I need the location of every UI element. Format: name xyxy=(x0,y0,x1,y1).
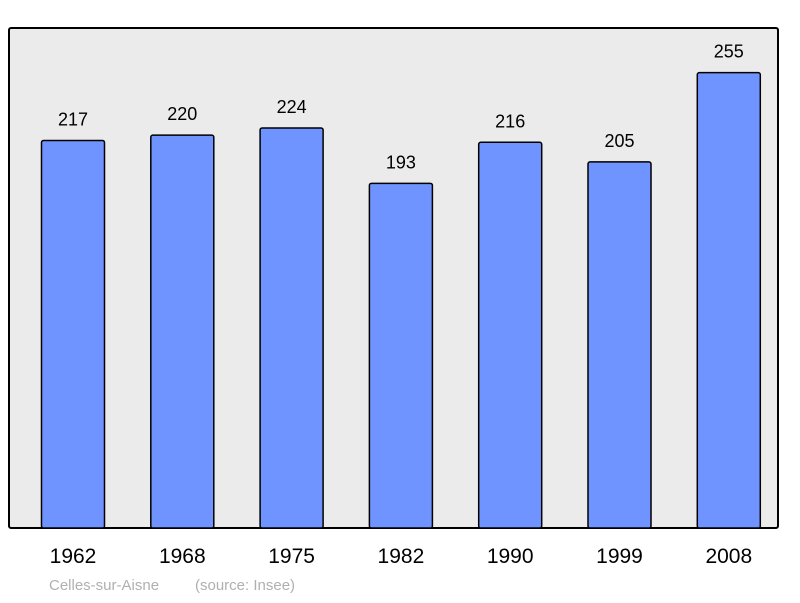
bar-1968 xyxy=(150,134,215,529)
data-label-1982: 193 xyxy=(386,152,416,172)
x-tick-label-1982: 1982 xyxy=(378,545,425,568)
data-label-1962: 217 xyxy=(58,110,88,130)
x-tick-label-1962: 1962 xyxy=(50,545,97,568)
x-tick-label-1968: 1968 xyxy=(159,545,206,568)
bar-1982 xyxy=(368,182,434,529)
bar-1999 xyxy=(587,161,652,529)
caption-place: Celles-sur-Aisne xyxy=(49,577,159,594)
data-label-2008: 255 xyxy=(714,42,744,62)
bar-1962 xyxy=(40,139,106,529)
x-tick-label-1975: 1975 xyxy=(268,545,315,568)
x-tick-label-1999: 1999 xyxy=(596,545,643,568)
bar-1990 xyxy=(477,141,543,529)
bar-1975 xyxy=(259,127,324,529)
caption-source: (source: Insee) xyxy=(195,577,295,594)
x-tick-label-1990: 1990 xyxy=(487,545,534,568)
data-label-1990: 216 xyxy=(495,111,525,131)
data-label-1999: 205 xyxy=(604,131,634,151)
data-label-1968: 220 xyxy=(167,104,197,124)
bar-2008 xyxy=(696,71,762,529)
x-tick-label-2008: 2008 xyxy=(705,545,752,568)
data-label-1975: 224 xyxy=(277,97,307,117)
